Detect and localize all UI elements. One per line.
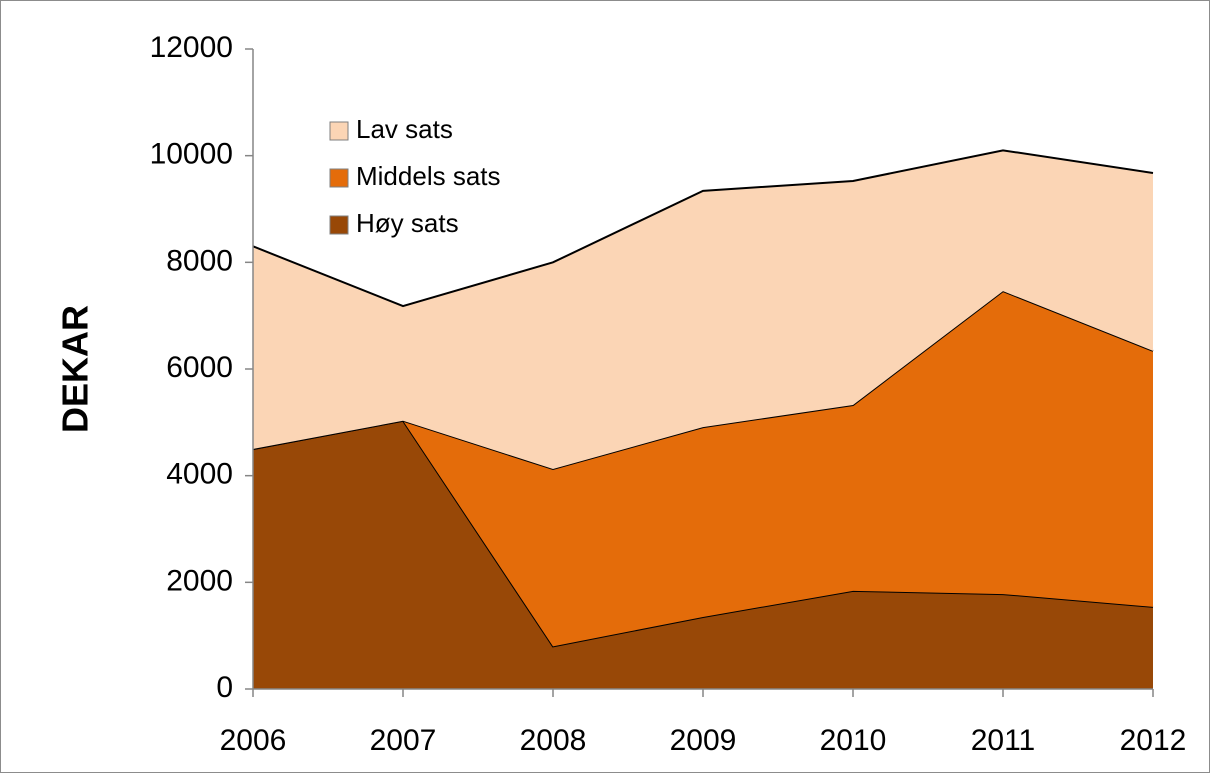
x-tick-label: 2011 xyxy=(971,724,1036,757)
legend-swatch xyxy=(329,168,349,188)
legend-label: Høy sats xyxy=(356,208,459,238)
x-tick-label: 2012 xyxy=(1120,724,1187,757)
y-tick-label: 2000 xyxy=(166,564,233,597)
y-tick-label: 12000 xyxy=(150,31,233,64)
x-tick-label: 2006 xyxy=(220,724,287,757)
legend-label: Lav sats xyxy=(356,114,453,144)
y-tick-label: 4000 xyxy=(166,458,233,491)
area-edge xyxy=(252,149,1154,308)
x-tick-label: 2009 xyxy=(670,724,737,757)
area-fill xyxy=(253,150,1153,470)
y-axis-label: DEKAR xyxy=(55,305,96,433)
x-tick-label: 2008 xyxy=(520,724,587,757)
legend-label: Middels sats xyxy=(356,161,501,191)
y-tick-label: 0 xyxy=(216,671,233,704)
area-fill xyxy=(253,291,1153,647)
x-tick-label: 2010 xyxy=(820,724,887,757)
area-fill xyxy=(253,420,1153,689)
y-tick-label: 10000 xyxy=(150,138,233,171)
legend-swatch xyxy=(329,215,349,235)
y-tick-label: 6000 xyxy=(166,351,233,384)
y-tick-label: 8000 xyxy=(166,244,233,277)
legend-swatch xyxy=(329,121,349,141)
x-tick-label: 2007 xyxy=(370,724,437,757)
